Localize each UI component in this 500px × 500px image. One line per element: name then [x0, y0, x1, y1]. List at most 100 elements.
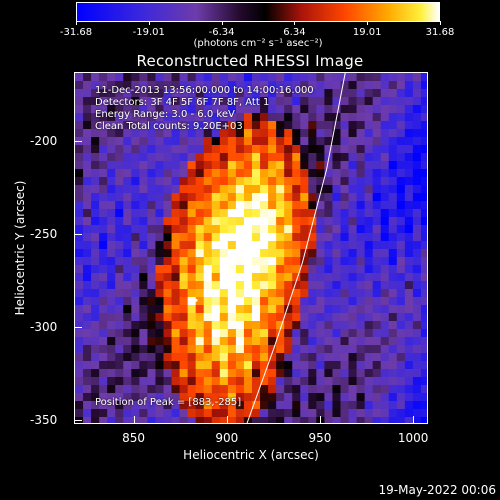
- heatmap-cell: [195, 217, 205, 226]
- heatmap-cell: [211, 89, 221, 98]
- heatmap-cell: [420, 257, 427, 266]
- heatmap-cell: [404, 129, 414, 138]
- heatmap-cell: [324, 193, 333, 202]
- heatmap-cell: [211, 233, 221, 242]
- heatmap-cell: [332, 185, 341, 194]
- heatmap-cell: [179, 233, 189, 242]
- heatmap-cell: [195, 201, 205, 210]
- heatmap-cell: [187, 105, 197, 114]
- heatmap-cell: [91, 225, 100, 234]
- heatmap-cell: [332, 377, 341, 386]
- heatmap-cell: [131, 337, 140, 346]
- heatmap-cell: [420, 337, 427, 346]
- heatmap-cell: [147, 281, 156, 290]
- heatmap-cell: [219, 73, 229, 82]
- heatmap-cell: [324, 377, 333, 386]
- heatmap-cell: [396, 225, 406, 234]
- heatmap-cell: [388, 385, 398, 394]
- heatmap-cell: [316, 169, 325, 178]
- heatmap-cell: [412, 193, 422, 202]
- heatmap-cell: [227, 249, 237, 258]
- heatmap-cell: [179, 353, 189, 362]
- heatmap-cell: [316, 153, 325, 162]
- heatmap-cell: [155, 393, 164, 402]
- heatmap-cell: [412, 225, 422, 234]
- heatmap-cell: [83, 337, 92, 346]
- heatmap-cell: [83, 345, 92, 354]
- heatmap-cell: [155, 329, 164, 338]
- peak-point: [194, 298, 198, 302]
- heatmap-cell: [388, 129, 398, 138]
- heatmap-cell: [211, 329, 221, 338]
- heatmap-cell: [316, 225, 325, 234]
- heatmap-cell: [91, 177, 100, 186]
- heatmap-cell: [83, 217, 92, 226]
- heatmap-cell: [155, 145, 164, 154]
- heatmap-cell: [252, 113, 261, 122]
- heatmap-cell: [380, 145, 390, 154]
- heatmap-cell: [324, 241, 333, 250]
- heatmap-cell: [235, 249, 245, 258]
- heatmap-cell: [91, 105, 100, 114]
- heatmap-cell: [420, 225, 427, 234]
- heatmap-cell: [268, 153, 277, 162]
- annotation-energy: Energy Range: 3.0 - 6.0 keV: [95, 109, 235, 120]
- heatmap-cell: [388, 169, 398, 178]
- heatmap-cell: [115, 137, 124, 146]
- heatmap-cell: [115, 161, 124, 170]
- heatmap-cell: [211, 153, 221, 162]
- heatmap-cell: [380, 257, 390, 266]
- heatmap-cell: [179, 161, 189, 170]
- heatmap-cell: [219, 281, 229, 290]
- heatmap-cell: [364, 297, 374, 306]
- heatmap-cell: [155, 105, 164, 114]
- heatmap-cell: [147, 305, 156, 314]
- heatmap-cell: [107, 169, 116, 178]
- heatmap-cell: [107, 225, 116, 234]
- heatmap-cell: [308, 97, 317, 106]
- heatmap-cell: [340, 417, 350, 423]
- heatmap-cell: [284, 233, 293, 242]
- heatmap-cell: [388, 73, 398, 82]
- heatmap-cell: [412, 385, 422, 394]
- heatmap-cell: [115, 401, 124, 410]
- heatmap-cell: [227, 145, 237, 154]
- heatmap-cell: [340, 185, 350, 194]
- heatmap-cell: [396, 297, 406, 306]
- heatmap-cell: [404, 97, 414, 106]
- heatmap-cell: [348, 289, 358, 298]
- heatmap-cell: [211, 385, 221, 394]
- heatmap-cell: [115, 153, 124, 162]
- heatmap-cell: [348, 401, 358, 410]
- heatmap-cell: [364, 129, 374, 138]
- heatmap-cell: [235, 417, 245, 423]
- heatmap-cell: [364, 209, 374, 218]
- heatmap-cell: [131, 89, 140, 98]
- heatmap-cell: [260, 417, 269, 423]
- heatmap-cell: [380, 249, 390, 258]
- heatmap-cell: [235, 169, 245, 178]
- heatmap-cell: [396, 289, 406, 298]
- heatmap-cell: [147, 273, 156, 282]
- heatmap-cell: [420, 73, 427, 82]
- heatmap-cell: [131, 393, 140, 402]
- heatmap-cell: [404, 281, 414, 290]
- heatmap-cell: [147, 345, 156, 354]
- heatmap-cell: [292, 241, 301, 250]
- heatmap-cell: [115, 105, 124, 114]
- heatmap-cell: [356, 105, 366, 114]
- heatmap-cell: [292, 265, 301, 274]
- x-tick-mark: [413, 416, 415, 424]
- heatmap-cell: [83, 97, 92, 106]
- heatmap-cell: [243, 177, 253, 186]
- heatmap-cell: [163, 161, 173, 170]
- heatmap-cell: [179, 321, 189, 330]
- heatmap-cell: [171, 81, 181, 90]
- heatmap-cell: [308, 113, 317, 122]
- heatmap-cell: [268, 313, 277, 322]
- heatmap-cell: [340, 329, 350, 338]
- heatmap-cell: [187, 137, 197, 146]
- heatmap-cell: [147, 89, 156, 98]
- heatmap-cell: [372, 113, 382, 122]
- heatmap-cell: [412, 393, 422, 402]
